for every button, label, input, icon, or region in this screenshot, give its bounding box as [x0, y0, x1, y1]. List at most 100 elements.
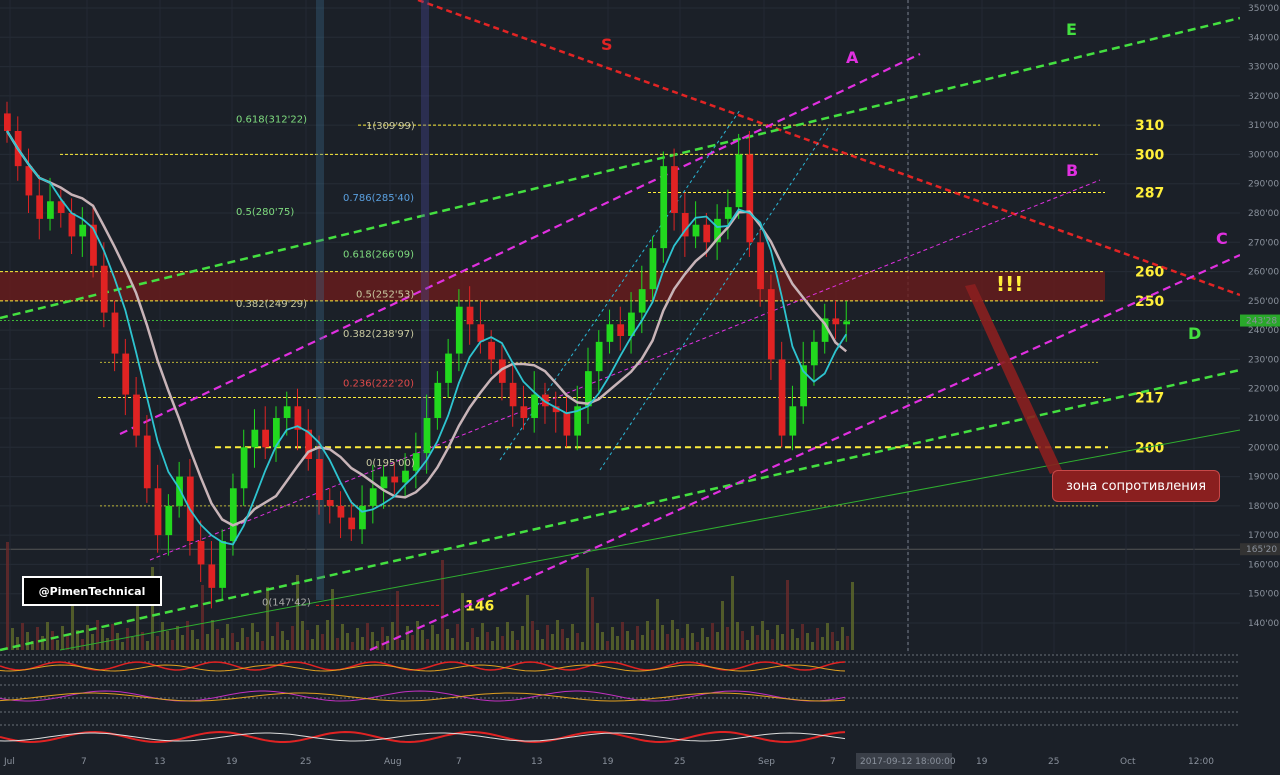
candle-body: [563, 412, 571, 436]
fib-left-label: 0.5(280'75): [236, 207, 294, 218]
volume-bar: [116, 633, 119, 650]
volume-bars: [6, 542, 854, 650]
volume-bar: [441, 560, 444, 650]
volume-bar: [311, 639, 314, 650]
volume-bar: [601, 632, 604, 650]
trend-line-B: [149, 179, 1101, 561]
time-axis-bg: [0, 752, 1280, 771]
volume-bar: [626, 631, 629, 650]
candle-body: [617, 324, 625, 336]
candle-body: [36, 195, 44, 219]
candle-body: [703, 224, 711, 243]
volume-bar: [436, 634, 439, 650]
volume-bar: [36, 627, 39, 650]
candle-body: [219, 541, 226, 588]
volume-bar: [551, 634, 554, 650]
price-axis[interactable]: 140'00 150'00 160'00 170'00 180'00 190'00 200'…: [1240, 0, 1280, 771]
volume-bar: [586, 568, 589, 650]
price-tick-label: 230'00: [1248, 355, 1279, 365]
callout-arrow: [965, 284, 1062, 474]
volume-bar: [11, 628, 14, 650]
candle-body: [552, 406, 560, 413]
volume-bar: [631, 640, 634, 650]
indicator-line-yellow: [0, 692, 846, 702]
time-axis[interactable]: Jul7131925Aug7131925Sep7131925Oct12:0020…: [0, 752, 1280, 771]
volume-bar: [346, 633, 349, 650]
volume-bar: [506, 622, 509, 650]
volume-bar: [86, 625, 89, 650]
volume-bar: [16, 637, 19, 650]
candle-body: [638, 289, 646, 313]
volume-bar: [176, 626, 179, 650]
candle-body: [283, 406, 291, 418]
candle-body: [714, 218, 721, 243]
volume-bar: [801, 624, 804, 650]
candle-body: [68, 213, 76, 237]
candle-body: [391, 476, 399, 483]
volume-bar: [186, 621, 189, 650]
candle-body: [843, 321, 850, 325]
volume-bar: [161, 622, 164, 650]
candle-body: [498, 359, 506, 383]
indicator-line-signal: [0, 732, 846, 742]
time-tick-label: Aug: [384, 757, 402, 767]
volume-bar: [461, 593, 464, 650]
volume-bar: [756, 635, 759, 650]
candle-body: [778, 359, 786, 436]
volume-bar: [396, 591, 399, 650]
candle-body: [735, 154, 743, 208]
candle-body: [660, 166, 668, 249]
volume-bar: [846, 636, 849, 650]
candle-body: [380, 476, 388, 489]
volume-bar: [636, 626, 639, 650]
fib-right-label: 0.618(266'09): [343, 250, 414, 261]
price-tick-label: 350'00: [1248, 4, 1279, 14]
volume-bar: [291, 626, 294, 650]
volume-bar: [466, 642, 469, 650]
pattern-labels: S A E B C D: [601, 20, 1228, 474]
volume-bar: [96, 620, 99, 650]
price-axis-bg: [1240, 0, 1280, 771]
volume-bar: [256, 632, 259, 650]
volume-bar: [776, 625, 779, 650]
trend-line-C: [369, 253, 1241, 652]
volume-bar: [571, 624, 574, 650]
volume-bar: [831, 632, 834, 650]
volume-bar: [106, 638, 109, 650]
candle-body: [100, 265, 108, 313]
price-tick-label: 260'00: [1248, 268, 1279, 278]
candle-body: [208, 564, 216, 588]
volume-bar: [421, 630, 424, 650]
candle-body: [154, 488, 162, 536]
trend-line-S: [417, 0, 1241, 297]
volume-bar: [226, 624, 229, 650]
volume-bar: [566, 638, 569, 650]
candle-body: [326, 500, 334, 506]
volume-bar: [351, 642, 354, 650]
volume-bar: [101, 629, 104, 650]
volume-bar: [431, 625, 434, 650]
volume-bar: [111, 624, 114, 650]
time-tick-label: 19: [976, 757, 988, 767]
volume-bar: [836, 641, 839, 650]
volume-bar: [516, 640, 519, 650]
volume-bar: [491, 641, 494, 650]
volume-bar: [316, 625, 319, 650]
fibonacci-labels: 0.618(312'22) 0.5(280'75) 0.382(249'29) 1(3…: [236, 115, 415, 609]
trend-line-A: [119, 53, 921, 435]
volume-bar: [126, 628, 129, 650]
time-tick-label: 12:00: [1188, 757, 1214, 767]
resistance-zone-band: [0, 271, 1105, 301]
candle-body: [262, 429, 269, 448]
price-tick-label: 310'00: [1248, 121, 1279, 131]
volume-bar: [581, 642, 584, 650]
volume-bar: [476, 637, 479, 650]
volume-bar: [371, 632, 374, 650]
volume-bar: [576, 633, 579, 650]
volume-bar: [181, 635, 184, 650]
volume-bar: [286, 640, 289, 650]
candle-body: [520, 406, 528, 418]
volume-bar: [6, 542, 9, 650]
